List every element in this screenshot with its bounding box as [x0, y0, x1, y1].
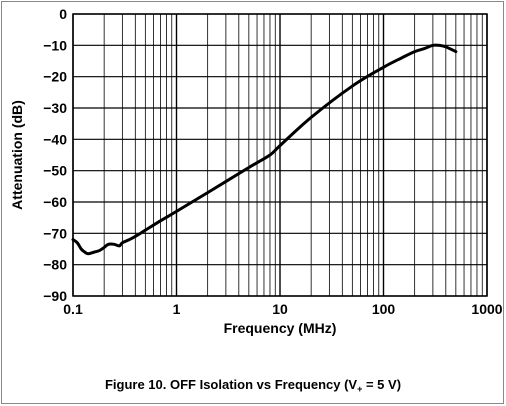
chart-svg: 0 −10 −20 −30 −40 −50 −60 −70 −80 −90 0.1 1 10 100 10…: [9, 6, 503, 336]
y-tick-label: −40: [43, 131, 67, 147]
y-tick-label: −70: [43, 225, 67, 241]
caption-suffix: = 5 V): [362, 377, 402, 392]
y-tick-labels: 0 −10 −20 −30 −40 −50 −60 −70 −80 −90: [43, 6, 67, 304]
figure-caption: Figure 10. OFF Isolation vs Frequency (V…: [0, 377, 506, 394]
x-tick-label: 1: [173, 301, 181, 317]
series-line: [71, 43, 458, 256]
y-tick-label: 0: [59, 6, 67, 22]
x-axis-title: Frequency (MHz): [224, 320, 337, 336]
minor-grid: [103, 14, 483, 296]
y-tick-label: −50: [43, 163, 67, 179]
x-tick-label: 1000: [471, 301, 502, 317]
caption-prefix: Figure 10. OFF Isolation vs Frequency (V: [104, 377, 358, 392]
x-tick-labels: 0.1 1 10 100 1000: [63, 301, 503, 317]
x-tick-label: 10: [272, 301, 288, 317]
y-tick-label: −10: [43, 37, 67, 53]
y-tick-label: −20: [43, 69, 67, 85]
caption-subscript: +: [357, 384, 363, 394]
x-tick-label: 100: [372, 301, 396, 317]
y-tick-label: −80: [43, 257, 67, 273]
x-tick-label: 0.1: [63, 301, 83, 317]
plot-border: [72, 13, 488, 297]
y-tick-label: −30: [43, 100, 67, 116]
y-axis-title: Attenuation (dB): [9, 100, 25, 210]
y-tick-label: −60: [43, 194, 67, 210]
y-tick-label: −90: [43, 288, 67, 304]
